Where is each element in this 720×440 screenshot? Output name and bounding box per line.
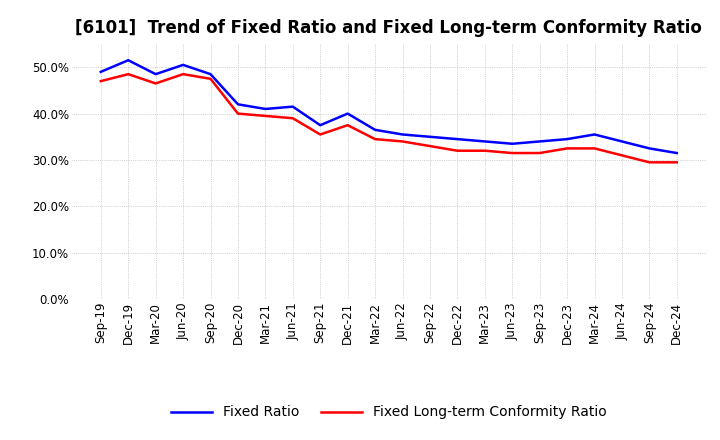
Fixed Long-term Conformity Ratio xyxy=(398,139,407,144)
Fixed Long-term Conformity Ratio xyxy=(124,72,132,77)
Fixed Ratio xyxy=(563,136,572,142)
Fixed Ratio xyxy=(371,127,379,132)
Fixed Ratio xyxy=(453,136,462,142)
Fixed Long-term Conformity Ratio xyxy=(672,160,681,165)
Fixed Long-term Conformity Ratio xyxy=(645,160,654,165)
Fixed Ratio xyxy=(618,139,626,144)
Fixed Long-term Conformity Ratio xyxy=(316,132,325,137)
Fixed Ratio xyxy=(151,72,160,77)
Fixed Long-term Conformity Ratio xyxy=(233,111,242,116)
Fixed Ratio xyxy=(206,72,215,77)
Fixed Ratio xyxy=(426,134,434,139)
Fixed Long-term Conformity Ratio xyxy=(480,148,489,154)
Fixed Long-term Conformity Ratio xyxy=(618,153,626,158)
Fixed Long-term Conformity Ratio xyxy=(536,150,544,156)
Fixed Ratio xyxy=(536,139,544,144)
Fixed Ratio xyxy=(124,58,132,63)
Fixed Ratio xyxy=(261,106,270,112)
Fixed Ratio xyxy=(645,146,654,151)
Line: Fixed Long-term Conformity Ratio: Fixed Long-term Conformity Ratio xyxy=(101,74,677,162)
Fixed Long-term Conformity Ratio xyxy=(261,113,270,118)
Fixed Ratio xyxy=(480,139,489,144)
Fixed Long-term Conformity Ratio xyxy=(289,116,297,121)
Fixed Ratio xyxy=(398,132,407,137)
Line: Fixed Ratio: Fixed Ratio xyxy=(101,60,677,153)
Fixed Long-term Conformity Ratio xyxy=(371,136,379,142)
Fixed Long-term Conformity Ratio xyxy=(96,78,105,84)
Fixed Ratio xyxy=(672,150,681,156)
Fixed Ratio xyxy=(179,62,187,67)
Fixed Ratio xyxy=(508,141,516,147)
Fixed Ratio xyxy=(233,102,242,107)
Fixed Ratio xyxy=(289,104,297,109)
Fixed Long-term Conformity Ratio xyxy=(206,76,215,81)
Fixed Long-term Conformity Ratio xyxy=(426,143,434,149)
Fixed Long-term Conformity Ratio xyxy=(343,123,352,128)
Fixed Ratio xyxy=(316,123,325,128)
Fixed Long-term Conformity Ratio xyxy=(563,146,572,151)
Fixed Ratio xyxy=(590,132,599,137)
Fixed Long-term Conformity Ratio xyxy=(151,81,160,86)
Title: [6101]  Trend of Fixed Ratio and Fixed Long-term Conformity Ratio: [6101] Trend of Fixed Ratio and Fixed Lo… xyxy=(76,19,702,37)
Fixed Long-term Conformity Ratio xyxy=(453,148,462,154)
Fixed Ratio xyxy=(96,69,105,74)
Legend: Fixed Ratio, Fixed Long-term Conformity Ratio: Fixed Ratio, Fixed Long-term Conformity … xyxy=(165,400,613,425)
Fixed Long-term Conformity Ratio xyxy=(590,146,599,151)
Fixed Long-term Conformity Ratio xyxy=(508,150,516,156)
Fixed Ratio xyxy=(343,111,352,116)
Fixed Long-term Conformity Ratio xyxy=(179,72,187,77)
